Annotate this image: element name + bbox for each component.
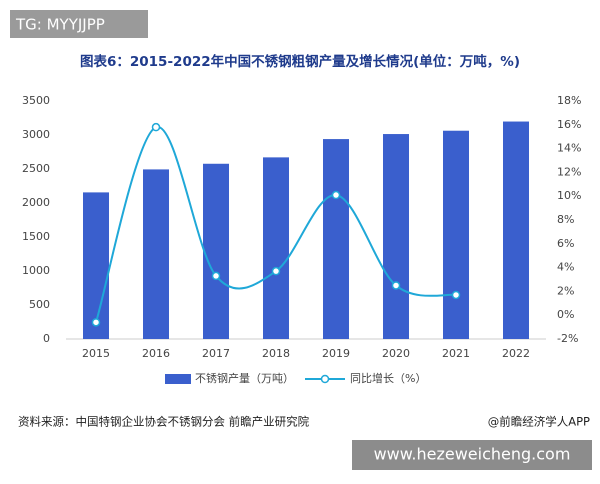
x-tick-label: 2016 xyxy=(142,347,170,360)
watermark: www.hezeweicheng.com xyxy=(374,445,571,464)
y-tick-label: 1500 xyxy=(22,230,50,243)
y-tick-label: 0 xyxy=(43,332,50,345)
watermark-box xyxy=(352,440,592,470)
y2-tick-label: 0% xyxy=(557,308,574,321)
x-tick-label: 2015 xyxy=(82,347,110,360)
legend-label: 同比增长（%） xyxy=(350,371,426,385)
y2-tick-label: 16% xyxy=(557,118,581,131)
y-tick-label: 3500 xyxy=(22,94,50,107)
y2-tick-label: 18% xyxy=(557,94,581,107)
x-tick-label: 2019 xyxy=(322,347,350,360)
growth-point xyxy=(451,290,461,300)
y2-tick-label: 14% xyxy=(557,142,581,155)
tag: TG: MYYJJPP xyxy=(15,16,105,34)
y2-tick-label: 2% xyxy=(557,284,574,297)
source: 资料来源：中国特钢企业协会不锈钢分会 前瞻产业研究院 xyxy=(18,415,310,429)
y-tick-label: 2500 xyxy=(22,162,50,175)
bar xyxy=(83,192,109,339)
y2-tick-label: -2% xyxy=(557,332,578,345)
bar xyxy=(143,169,169,339)
bar xyxy=(443,130,469,339)
y-tick-label: 1000 xyxy=(22,264,50,277)
y-tick-label: 2000 xyxy=(22,196,50,209)
y2-tick-label: 8% xyxy=(557,213,574,226)
tag-box xyxy=(10,10,148,38)
growth-point xyxy=(331,190,341,200)
y-tick-label: 500 xyxy=(29,298,50,311)
growth-point xyxy=(211,271,221,281)
y2-tick-label: 10% xyxy=(557,189,581,202)
bar xyxy=(323,139,349,339)
x-tick-label: 2017 xyxy=(202,347,230,360)
growth-point xyxy=(391,281,401,290)
legend-marker xyxy=(320,374,330,384)
bar xyxy=(263,157,289,339)
x-tick-label: 2020 xyxy=(382,347,410,360)
growth-line xyxy=(95,126,457,323)
bar xyxy=(383,134,409,339)
bar xyxy=(503,121,529,339)
y2-tick-label: 12% xyxy=(557,165,581,178)
x-tick-label: 2018 xyxy=(262,347,290,360)
y2-tick-label: 6% xyxy=(557,237,574,250)
credit: @前瞻经济学人APP xyxy=(488,415,590,429)
x-tick-label: 2022 xyxy=(502,347,530,360)
legend-swatch xyxy=(165,374,191,384)
growth-point xyxy=(151,122,161,132)
x-tick-label: 2021 xyxy=(442,347,470,360)
bar xyxy=(203,163,229,339)
y2-tick-label: 4% xyxy=(557,261,574,274)
growth-point xyxy=(91,318,101,327)
legend-label: 不锈钢产量（万吨） xyxy=(195,371,294,385)
y-tick-label: 3000 xyxy=(22,128,50,141)
chart-title: 图表6：2015-2022年中国不锈钢粗钢产量及增长情况(单位：万吨，%) xyxy=(80,53,520,70)
growth-point xyxy=(271,266,281,276)
